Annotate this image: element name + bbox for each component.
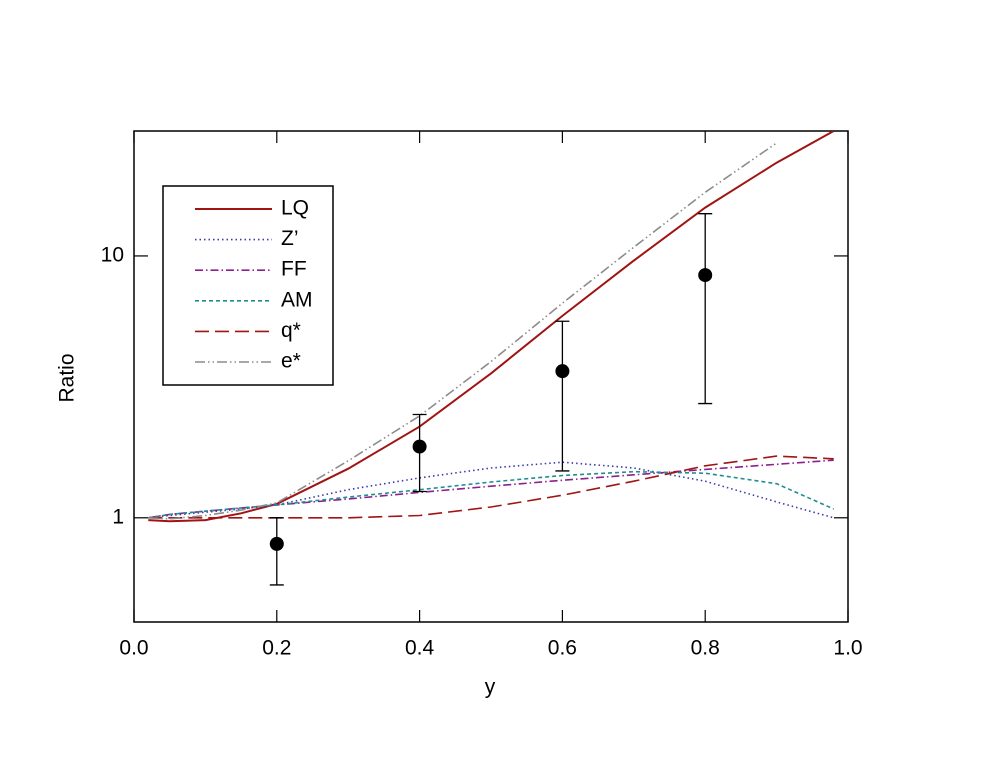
x-tick-label: 0.8 xyxy=(691,637,720,660)
x-tick-label: 0.0 xyxy=(119,637,148,660)
error-bar xyxy=(269,517,284,586)
series-line xyxy=(148,455,834,519)
data-point xyxy=(412,439,427,454)
legend-label: AM xyxy=(281,288,313,311)
x-tick-label: 0.6 xyxy=(548,637,577,660)
error-bar xyxy=(698,213,713,405)
legend-label: e* xyxy=(281,350,301,373)
y-tick-label: 10 xyxy=(101,243,124,266)
legend-box xyxy=(162,185,334,386)
y-axis-label: Ratio xyxy=(56,353,79,402)
series-line xyxy=(148,461,834,519)
series-line xyxy=(148,470,835,519)
data-point xyxy=(269,536,284,551)
legend-label: FF xyxy=(281,258,307,281)
data-point xyxy=(555,364,570,379)
data-point xyxy=(698,268,713,283)
legend-label: LQ xyxy=(281,197,309,220)
error-bar xyxy=(555,320,570,472)
x-tick-label: 0.4 xyxy=(405,637,435,660)
series-line xyxy=(148,459,834,519)
x-axis-label: y xyxy=(485,676,496,699)
legend-label: q* xyxy=(281,319,301,342)
plot-frame xyxy=(133,130,849,623)
legend-label: Z’ xyxy=(281,227,299,250)
x-tick-label: 1.0 xyxy=(833,637,862,660)
series-line xyxy=(148,142,778,520)
x-tick-label: 0.2 xyxy=(262,637,291,660)
y-tick-label: 1 xyxy=(112,505,124,528)
